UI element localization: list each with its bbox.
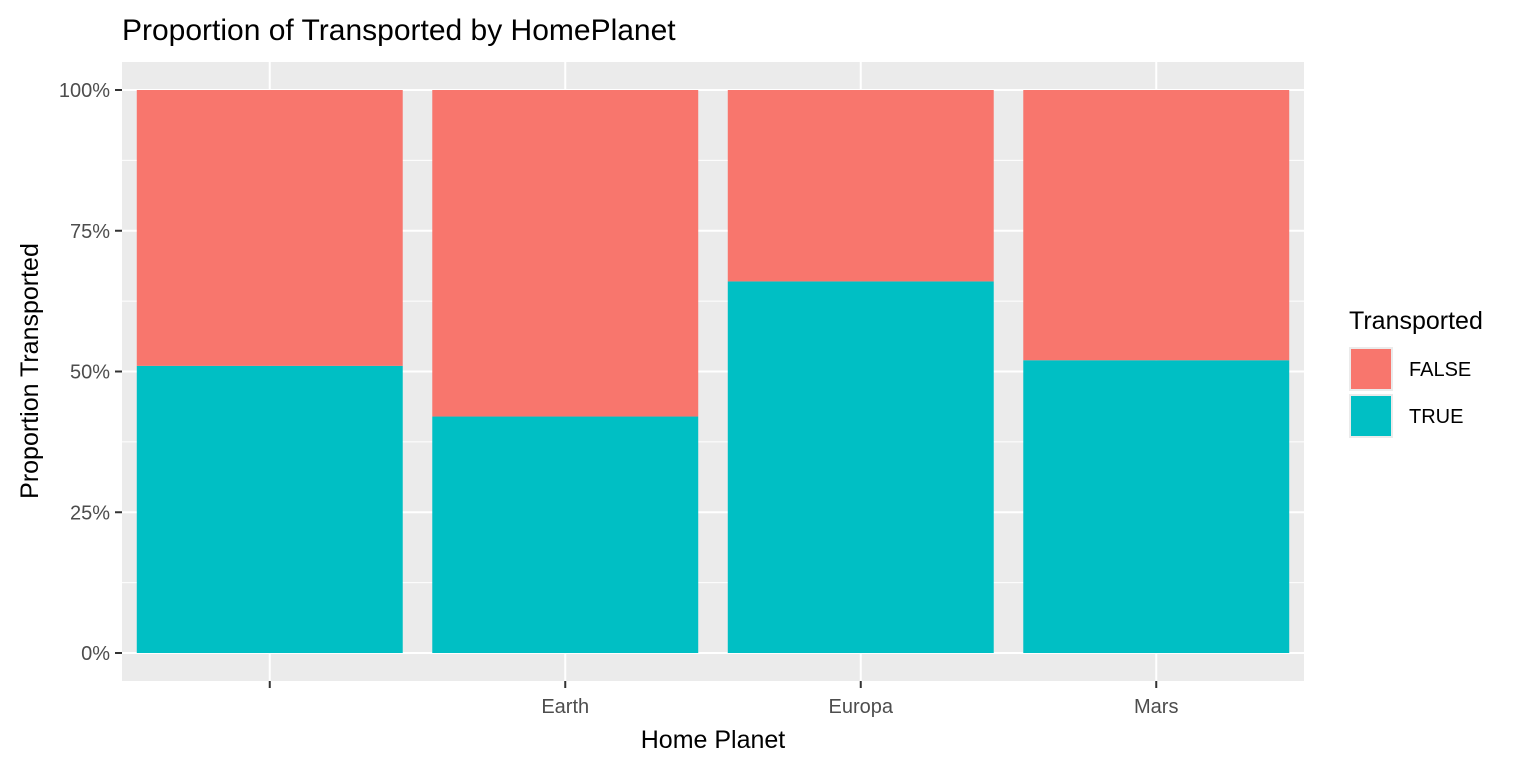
- y-tick-label: 100%: [59, 80, 110, 102]
- legend: Transported FALSE TRUE: [1349, 307, 1483, 438]
- legend-swatch-false: [1351, 349, 1391, 389]
- bar-segment-true-unlabeled: [136, 365, 403, 653]
- x-tick-label: Mars: [1134, 696, 1178, 718]
- y-tick-label: 50%: [70, 362, 110, 384]
- bar-segment-true-earth: [432, 416, 699, 653]
- legend-label-true: TRUE: [1409, 406, 1463, 428]
- bars: [136, 90, 1290, 653]
- bar-segment-true-europa: [727, 281, 994, 653]
- y-tick-label: 75%: [70, 221, 110, 243]
- legend-swatch-true: [1351, 396, 1391, 436]
- bar-segment-false-earth: [432, 90, 699, 417]
- bar-segment-true-mars: [1023, 360, 1290, 653]
- x-tick-label: Europa: [829, 696, 894, 718]
- x-axis: Earth Europa Mars: [268, 681, 1178, 718]
- chart-title: Proportion of Transported by HomePlanet: [122, 14, 676, 47]
- y-tick-label: 25%: [70, 502, 110, 524]
- x-axis-title: Home Planet: [641, 726, 786, 754]
- bar-segment-false-europa: [727, 90, 994, 282]
- y-tick-label: 0%: [81, 643, 110, 665]
- legend-label-false: FALSE: [1409, 359, 1471, 381]
- bar-segment-false-mars: [1023, 90, 1290, 361]
- bar-segment-false-unlabeled: [136, 90, 403, 366]
- legend-title: Transported: [1349, 307, 1483, 335]
- y-axis-title: Proportion Transported: [16, 243, 44, 499]
- y-axis: 0% 25% 50% 75% 100%: [59, 80, 122, 665]
- x-tick-label: Earth: [541, 696, 589, 718]
